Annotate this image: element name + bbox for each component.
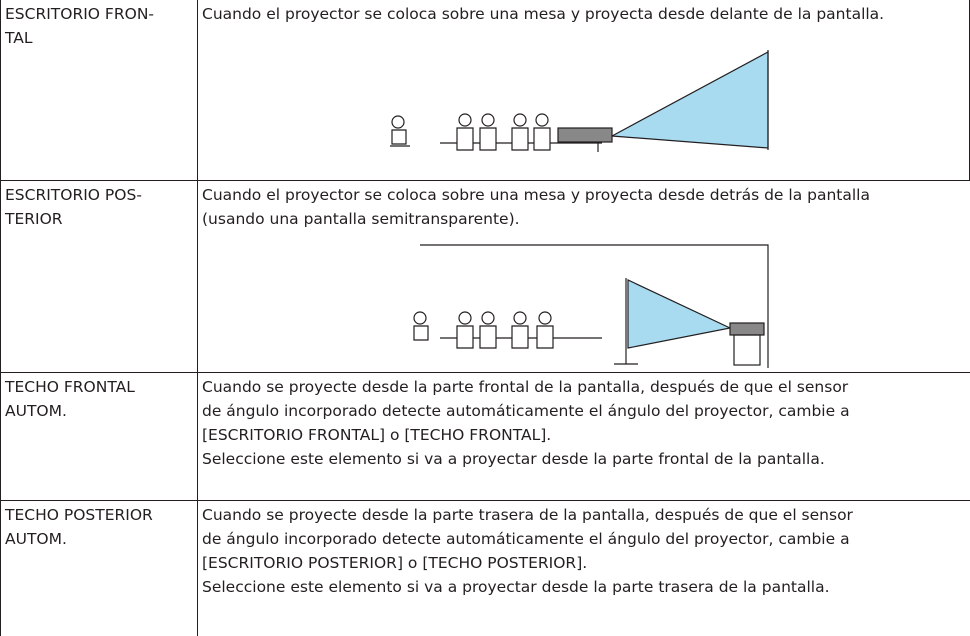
front-desk-illustration <box>390 50 769 152</box>
description-line: Cuando el proyector se coloca sobre una … <box>202 5 885 23</box>
description-line: [ESCRITORIO FRONTAL] o [TECHO FRONTAL]. <box>202 426 552 444</box>
description-line: [ESCRITORIO POSTERIOR] o [TECHO POSTERIO… <box>202 554 588 572</box>
label-line: ESCRITORIO POS- <box>5 186 142 204</box>
label-line: ESCRITORIO FRON- <box>5 5 155 23</box>
label-line: TERIOR <box>5 210 63 228</box>
description-line: Cuando el proyector se coloca sobre una … <box>202 186 870 204</box>
table-row: TECHO FRONTAL AUTOM. Cuando se proyecte de… <box>0 372 970 500</box>
row-label: ESCRITORIO FRON- TAL <box>0 0 198 180</box>
description-line: Cuando se proyecte desde la parte fronta… <box>202 378 849 396</box>
description-line: (usando una pantalla semitransparente). <box>202 210 520 228</box>
row-label: TECHO FRONTAL AUTOM. <box>0 373 198 500</box>
label-line: AUTOM. <box>5 402 67 420</box>
description-line: de ángulo incorporado detecte automática… <box>202 402 850 420</box>
table-row: TECHO POSTERIOR AUTOM. Cuando se proyecte … <box>0 500 970 636</box>
description-line: Seleccione este elemento si va a proyect… <box>202 450 825 468</box>
table-row: ESCRITORIO FRON- TAL Cuando el proyector s… <box>0 0 970 180</box>
row-label: ESCRITORIO POS- TERIOR <box>0 181 198 372</box>
row-description: Cuando se proyecte desde la parte fronta… <box>198 373 970 473</box>
row-description: Cuando se proyecte desde la parte traser… <box>198 501 970 601</box>
label-line: AUTOM. <box>5 530 67 548</box>
row-description: Cuando el proyector se coloca sobre una … <box>198 181 970 233</box>
description-line: Cuando se proyecte desde la parte traser… <box>202 506 853 524</box>
label-line: TAL <box>5 29 33 47</box>
description-line: de ángulo incorporado detecte automática… <box>202 530 850 548</box>
row-description: Cuando el proyector se coloca sobre una … <box>198 0 969 28</box>
table-row: ESCRITORIO POS- TERIOR Cuando el proyector… <box>0 180 970 372</box>
description-line: Seleccione este elemento si va a proyect… <box>202 578 830 596</box>
rear-desk-illustration <box>413 244 769 368</box>
label-line: TECHO FRONTAL <box>5 378 135 396</box>
label-line: TECHO POSTERIOR <box>5 506 153 524</box>
row-label: TECHO POSTERIOR AUTOM. <box>0 501 198 636</box>
